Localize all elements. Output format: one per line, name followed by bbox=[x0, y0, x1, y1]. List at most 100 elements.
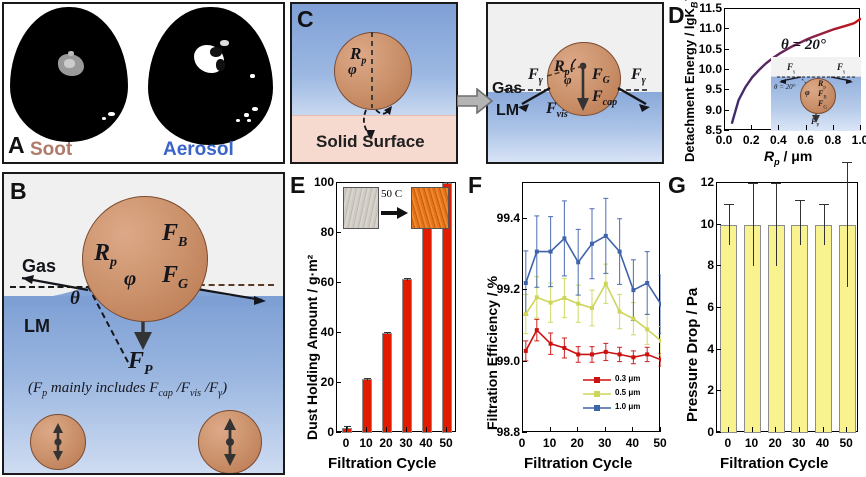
note-part-5: ) bbox=[222, 380, 228, 396]
particle-sphere-small-right bbox=[198, 410, 262, 473]
error-bar-cap bbox=[383, 331, 391, 333]
f-gravity-symbol: F bbox=[592, 66, 603, 83]
particle-sphere-approaching bbox=[334, 32, 412, 110]
panel-f-x-tick: 0 bbox=[518, 436, 526, 450]
panel-e-x-tickmark bbox=[406, 427, 407, 432]
f-cap-symbol: F bbox=[592, 88, 603, 105]
force-p-symbol: F bbox=[128, 348, 145, 374]
panel-e-y-tick: 40 bbox=[320, 325, 334, 339]
panel-e-x-tick: 10 bbox=[359, 436, 373, 450]
panel-f-x-tick: 30 bbox=[598, 436, 612, 450]
panel-f-x-tickmark bbox=[522, 427, 523, 432]
panel-d-y-tickmark bbox=[724, 109, 729, 111]
panel-e-x-tick: 20 bbox=[379, 436, 393, 450]
panel-d-y-tick: 10.0 bbox=[698, 62, 722, 76]
panel-d-x-tick: 0.2 bbox=[742, 133, 760, 147]
panel-e-y-tickmark bbox=[336, 332, 341, 333]
panel-c-phi-label: φ bbox=[348, 62, 357, 78]
panel-e-dust-holding-chart: E Dust Holding Amount / g·m² Filtration … bbox=[290, 172, 462, 475]
panel-g-y-tickmark bbox=[716, 182, 721, 183]
panel-d-label: D bbox=[668, 2, 685, 28]
panel-d-inset-phi: φ bbox=[805, 88, 810, 97]
panel-g-y-tick: 12 bbox=[700, 175, 714, 189]
panel-e-plot-area: 50 C bbox=[336, 181, 456, 433]
panel-d-y-tick: 9.0 bbox=[705, 102, 722, 117]
aerosol-droplet-image bbox=[148, 7, 273, 145]
panel-e-x-tick: 50 bbox=[439, 436, 453, 450]
panel-d-inset-theta-label: θ = 20° bbox=[774, 83, 796, 91]
particle-sphere-small-left bbox=[30, 414, 86, 470]
bar bbox=[361, 379, 373, 433]
panel-e-y-tick: 20 bbox=[320, 375, 334, 389]
error-bar-cap bbox=[723, 203, 734, 205]
panel-g-plot-area bbox=[716, 162, 858, 433]
legend-label: 0.5 μm bbox=[615, 388, 641, 397]
panel-d-inset-f-g: FG bbox=[818, 99, 827, 111]
panel-d-y-tickmark bbox=[724, 8, 729, 9]
panel-b-force-diagram: Gas LM Rp φ θ FB FG FP (Fp mainly includ… bbox=[2, 172, 285, 475]
panel-d-x-tick: 0.0 bbox=[715, 133, 733, 147]
error-bar bbox=[367, 377, 368, 381]
panel-f-x-tick: 50 bbox=[653, 436, 667, 450]
panel-d-x-tick: 0.4 bbox=[770, 133, 787, 147]
panel-f-y-tickmark bbox=[522, 289, 527, 291]
lm-label: LM bbox=[24, 316, 50, 336]
panel-f-y-tickmark bbox=[522, 432, 527, 433]
panel-f-x-tick: 10 bbox=[542, 436, 557, 450]
panel-f-x-tickmark bbox=[577, 427, 579, 432]
error-bar bbox=[847, 162, 849, 288]
panel-f-y-tick: 99.4 bbox=[496, 210, 520, 225]
panel-c-radius-subscript-2: p bbox=[564, 67, 570, 79]
bar bbox=[421, 225, 433, 433]
approach-arrows bbox=[363, 32, 392, 140]
panel-g-y-tick: 4 bbox=[707, 341, 714, 356]
bar bbox=[743, 224, 761, 433]
panel-d-y-tickmark bbox=[724, 130, 729, 131]
panel-f-y-tickmark bbox=[522, 360, 527, 362]
panel-f-x-tick: 20 bbox=[570, 436, 584, 450]
legend-label: 1.0 μm bbox=[615, 402, 641, 411]
panel-c-radius-subscript: p bbox=[361, 55, 367, 67]
panel-f-y-tick: 99.0 bbox=[496, 353, 520, 368]
panel-e-x-tick: 40 bbox=[419, 436, 433, 450]
interface-dashed-line-left bbox=[10, 286, 92, 288]
panel-g-y-tick: 8 bbox=[707, 258, 714, 273]
panel-f-y-tick: 98.8 bbox=[496, 425, 520, 439]
panel-b-label: B bbox=[10, 178, 27, 204]
force-gravity-label: FG bbox=[162, 262, 188, 293]
panel-a-droplet-images: A Soot Aerosol bbox=[2, 2, 285, 164]
panel-f-series-group bbox=[523, 197, 661, 367]
error-bar-cap bbox=[747, 183, 758, 184]
panel-d-x-tickmark bbox=[724, 125, 725, 130]
error-bar-cap bbox=[771, 183, 782, 184]
error-bar-cap bbox=[443, 181, 451, 183]
panel-d-y-tick: 9.5 bbox=[705, 82, 722, 97]
panel-d-inset-sphere bbox=[800, 78, 836, 114]
f-cap-subscript: cap bbox=[602, 97, 618, 109]
panel-c-f-gravity: FG bbox=[592, 66, 610, 86]
f-gamma-right-symbol: F bbox=[631, 66, 642, 83]
panel-e-y-tick: 60 bbox=[320, 275, 334, 289]
note-part-4: /F bbox=[201, 380, 219, 396]
bar bbox=[791, 224, 809, 433]
panel-d-y-tickmark bbox=[724, 89, 729, 91]
panel-g-x-axis-title: Filtration Cycle bbox=[720, 455, 829, 472]
panel-d-inset-theta-title: θ = 20° bbox=[781, 37, 826, 53]
error-bar-cap bbox=[343, 426, 351, 428]
panel-f-y-tickmark bbox=[522, 217, 527, 219]
force-gravity-symbol: F bbox=[162, 262, 179, 288]
panel-d-inset-f-gamma-right: Fγ bbox=[837, 62, 846, 75]
panel-g-x-tickmark bbox=[798, 427, 800, 432]
force-p-label: FP bbox=[128, 348, 153, 379]
panel-f-x-tick: 40 bbox=[625, 436, 640, 450]
panel-c-radius-label-2: Rp bbox=[554, 58, 570, 78]
error-bar bbox=[347, 426, 348, 430]
bar bbox=[720, 224, 738, 433]
fabric-after-thumbnail bbox=[411, 187, 449, 229]
note-part-2: mainly includes F bbox=[47, 380, 159, 396]
panel-e-y-tick: 100 bbox=[313, 175, 334, 189]
heating-arrow-icon bbox=[381, 207, 408, 219]
panel-g-x-tick: 10 bbox=[744, 436, 759, 450]
panel-e-y-tickmark bbox=[336, 432, 341, 433]
f-gravity-subscript: G bbox=[602, 75, 610, 87]
